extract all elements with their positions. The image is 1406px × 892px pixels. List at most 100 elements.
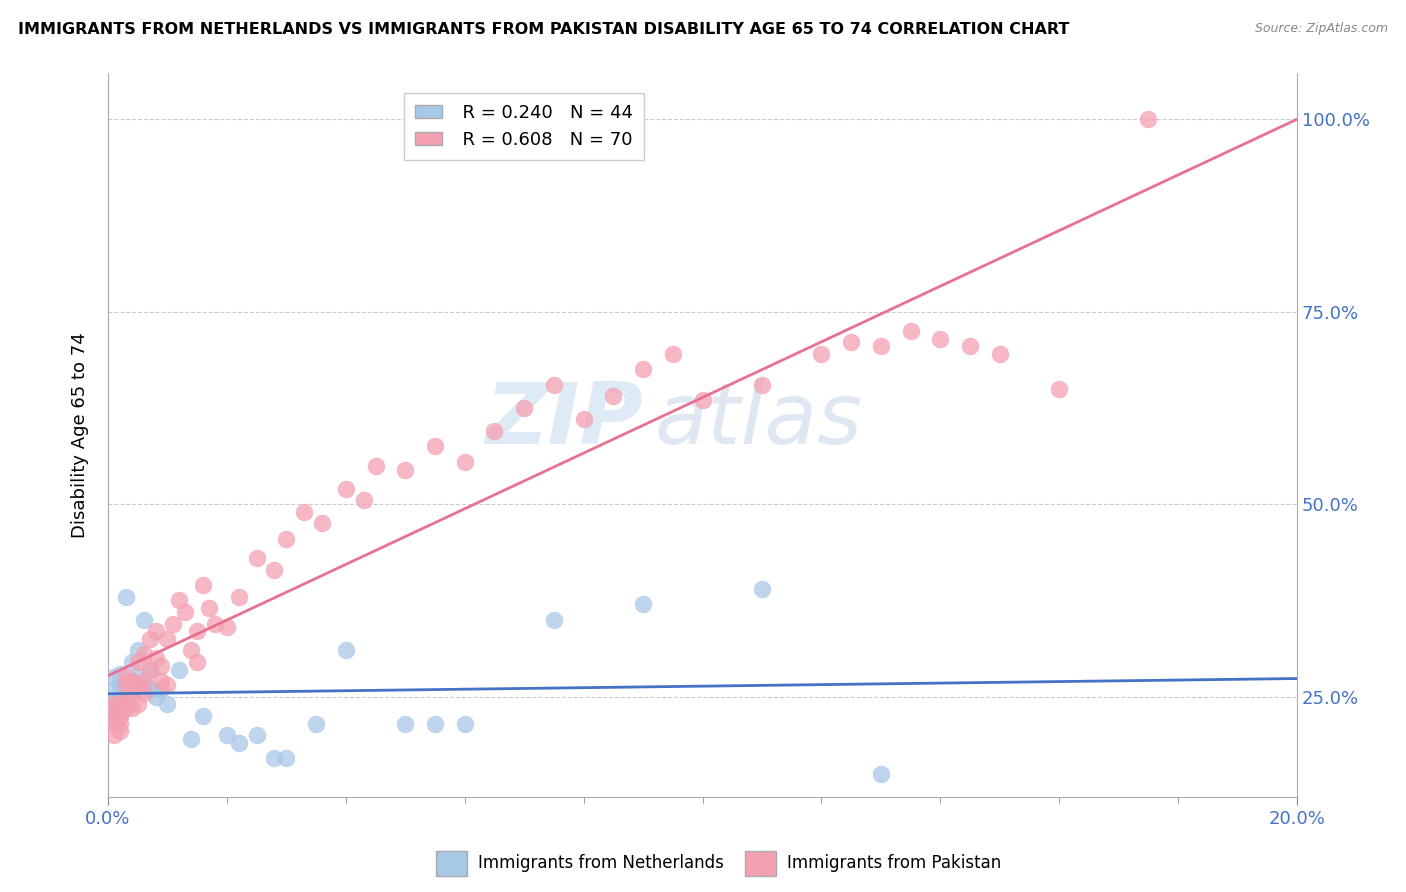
Text: ZIP: ZIP bbox=[485, 379, 643, 462]
Point bbox=[692, 393, 714, 408]
Point bbox=[959, 339, 981, 353]
Point bbox=[150, 681, 173, 696]
Point bbox=[156, 632, 179, 646]
Point bbox=[751, 582, 773, 596]
Point bbox=[246, 551, 269, 566]
Point bbox=[988, 347, 1011, 361]
Point bbox=[138, 632, 160, 646]
Point bbox=[145, 690, 167, 704]
Point bbox=[335, 482, 357, 496]
Point bbox=[156, 678, 179, 692]
Point bbox=[103, 713, 125, 727]
Point bbox=[132, 648, 155, 662]
Point bbox=[121, 674, 143, 689]
Point bbox=[631, 362, 654, 376]
Point bbox=[103, 693, 125, 707]
Point bbox=[810, 347, 832, 361]
Point bbox=[108, 698, 131, 712]
Point bbox=[108, 724, 131, 739]
Point bbox=[114, 686, 136, 700]
Point bbox=[929, 332, 952, 346]
Point bbox=[150, 658, 173, 673]
Point bbox=[572, 412, 595, 426]
Point bbox=[215, 728, 238, 742]
Point bbox=[103, 713, 125, 727]
Point bbox=[103, 681, 125, 696]
Point bbox=[870, 339, 893, 353]
Point bbox=[900, 324, 922, 338]
Point bbox=[103, 670, 125, 684]
Text: Immigrants from Netherlands: Immigrants from Netherlands bbox=[478, 855, 724, 872]
Point bbox=[662, 347, 685, 361]
Point bbox=[335, 643, 357, 657]
Point bbox=[263, 751, 285, 765]
Point bbox=[138, 663, 160, 677]
Point bbox=[108, 678, 131, 692]
Point bbox=[169, 593, 191, 607]
Point bbox=[127, 643, 149, 657]
Point bbox=[156, 698, 179, 712]
Point bbox=[132, 613, 155, 627]
Point bbox=[103, 701, 125, 715]
Point bbox=[108, 709, 131, 723]
Point bbox=[150, 674, 173, 689]
Point bbox=[145, 651, 167, 665]
Point bbox=[311, 516, 333, 531]
Point bbox=[186, 624, 208, 639]
Point bbox=[103, 728, 125, 742]
Point bbox=[198, 601, 221, 615]
Point bbox=[108, 666, 131, 681]
Point bbox=[180, 643, 202, 657]
Point bbox=[1137, 112, 1160, 127]
Point bbox=[114, 681, 136, 696]
Point bbox=[121, 686, 143, 700]
Point bbox=[292, 505, 315, 519]
Point bbox=[103, 705, 125, 719]
Point bbox=[454, 716, 477, 731]
Point bbox=[423, 439, 446, 453]
Point bbox=[276, 751, 298, 765]
Y-axis label: Disability Age 65 to 74: Disability Age 65 to 74 bbox=[72, 332, 89, 538]
Point bbox=[108, 709, 131, 723]
Point bbox=[1047, 382, 1070, 396]
Point bbox=[138, 663, 160, 677]
Point bbox=[127, 670, 149, 684]
Point bbox=[513, 401, 536, 415]
Point bbox=[180, 731, 202, 746]
Point bbox=[103, 716, 125, 731]
Point bbox=[169, 663, 191, 677]
Text: Immigrants from Pakistan: Immigrants from Pakistan bbox=[787, 855, 1001, 872]
Point bbox=[454, 455, 477, 469]
Point bbox=[543, 613, 565, 627]
Point bbox=[174, 605, 197, 619]
Point bbox=[127, 678, 149, 692]
Point bbox=[162, 616, 184, 631]
Point bbox=[132, 686, 155, 700]
Text: atlas: atlas bbox=[655, 379, 863, 462]
Point bbox=[543, 377, 565, 392]
Point bbox=[423, 716, 446, 731]
Point bbox=[114, 678, 136, 692]
Point bbox=[191, 709, 214, 723]
Point bbox=[839, 335, 862, 350]
Point bbox=[114, 701, 136, 715]
Point bbox=[870, 766, 893, 780]
Point bbox=[191, 578, 214, 592]
Point bbox=[132, 674, 155, 689]
Point bbox=[276, 532, 298, 546]
Point bbox=[138, 681, 160, 696]
Point bbox=[263, 563, 285, 577]
Point bbox=[751, 377, 773, 392]
Point bbox=[114, 698, 136, 712]
Point bbox=[186, 655, 208, 669]
Point bbox=[121, 681, 143, 696]
Point bbox=[108, 716, 131, 731]
Point bbox=[121, 655, 143, 669]
Point bbox=[631, 597, 654, 611]
Point bbox=[228, 590, 250, 604]
Point bbox=[364, 458, 387, 473]
Point bbox=[114, 670, 136, 684]
Point bbox=[394, 716, 416, 731]
Point bbox=[215, 620, 238, 634]
Legend:   R = 0.240   N = 44,   R = 0.608   N = 70: R = 0.240 N = 44, R = 0.608 N = 70 bbox=[405, 93, 644, 160]
